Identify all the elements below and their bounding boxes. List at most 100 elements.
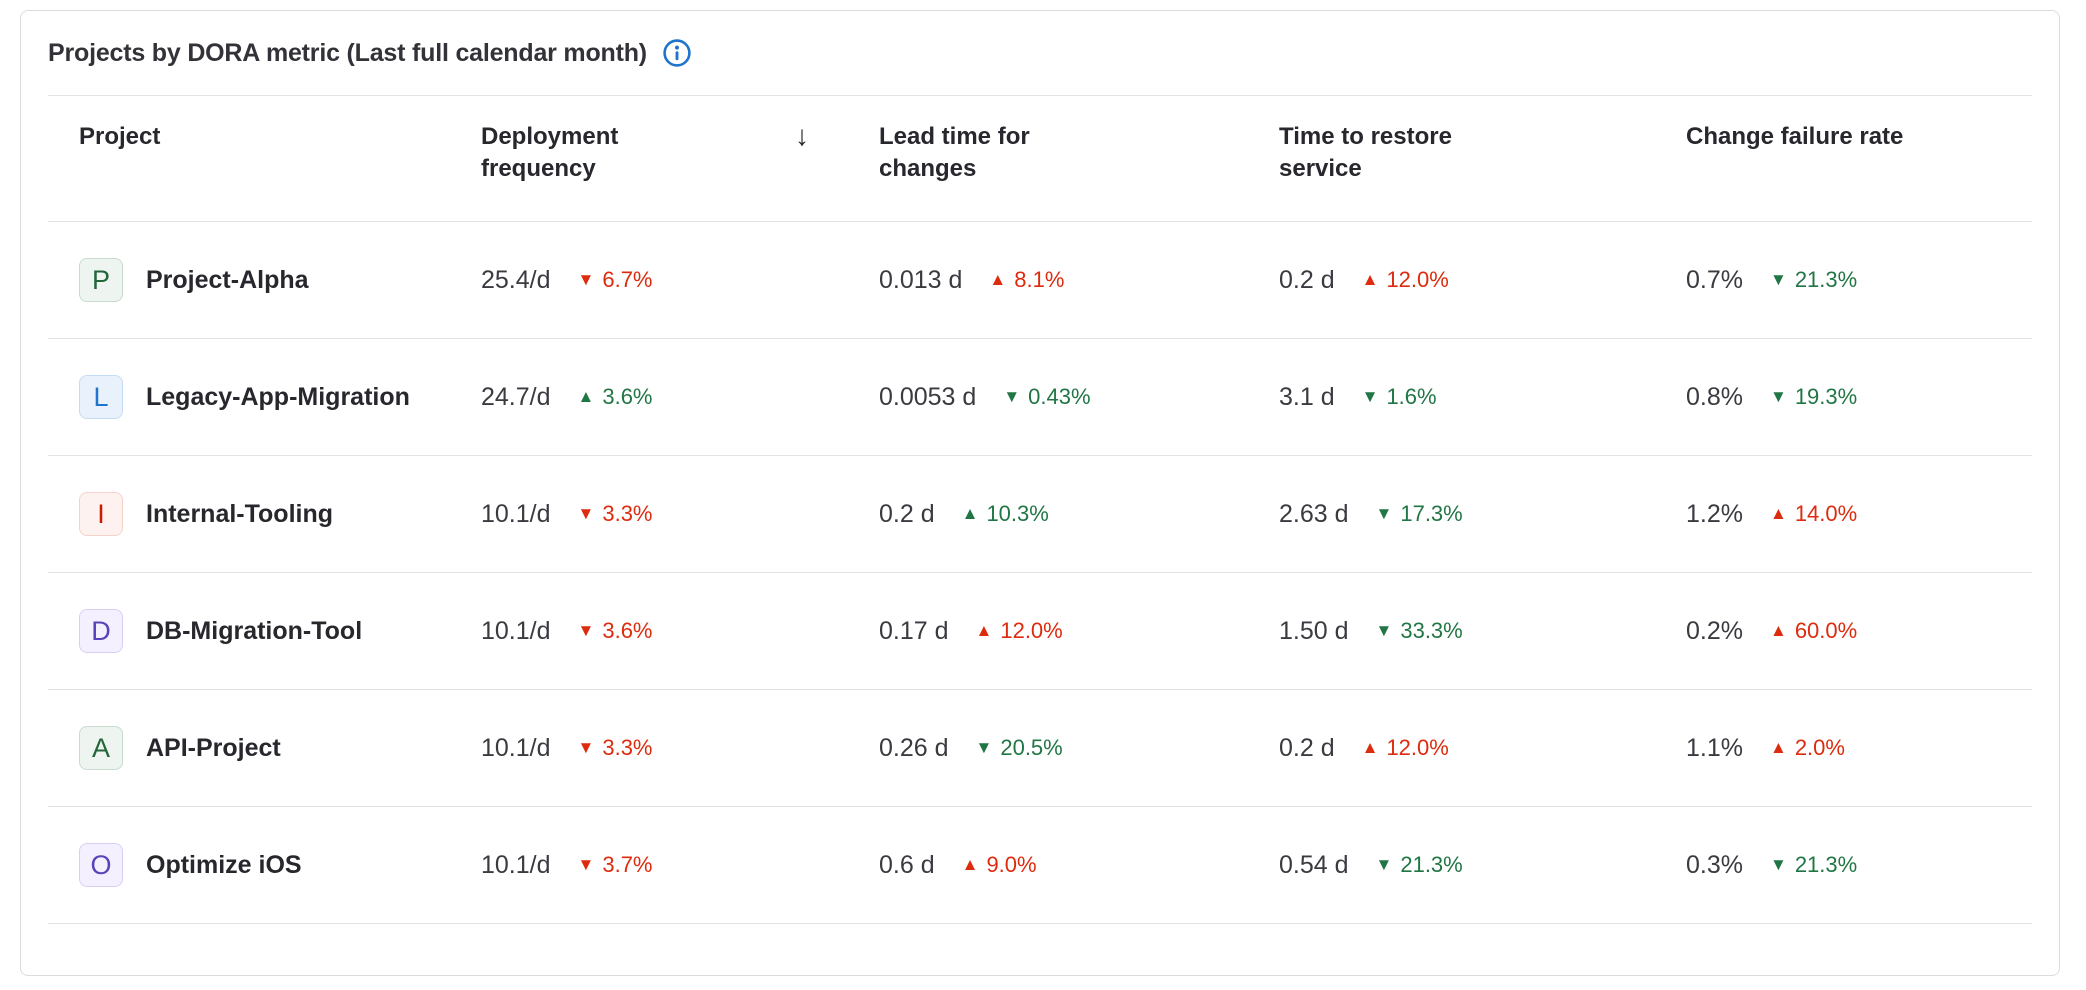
trend-percentage: 12.0% [1386, 735, 1449, 760]
table-row: O Optimize iOS 10.1/d ▼ 3.7% 0.6 d ▲ 9.0… [48, 807, 2032, 924]
metric-value: 0.17 d [879, 616, 949, 645]
card-title: Projects by DORA metric (Last full calen… [48, 38, 647, 67]
dora-metrics-card: Projects by DORA metric (Last full calen… [20, 10, 2060, 976]
metric-cell: 10.1/d ▼ 3.6% [481, 617, 879, 646]
trend-arrow-icon: ▼ [1375, 854, 1393, 874]
metric-cell: 1.2% ▲ 14.0% [1686, 500, 2032, 529]
trend-percentage: 21.3% [1794, 852, 1858, 877]
trend-arrow-icon: ▼ [577, 503, 595, 523]
column-header-label: Time to restore service [1279, 123, 1452, 182]
trend-indicator: ▼ 21.3% [1376, 852, 1463, 878]
trend-indicator: ▲ 12.0% [976, 618, 1063, 644]
metric-value: 0.2 d [1279, 265, 1335, 294]
trend-arrow-icon: ▼ [1003, 386, 1021, 406]
trend-arrow-icon: ▼ [1375, 503, 1393, 523]
trend-percentage: 3.6% [602, 618, 653, 643]
trend-indicator: ▲ 3.6% [578, 384, 653, 410]
column-header-label: Project [79, 123, 161, 150]
trend-indicator: ▼ 3.6% [578, 618, 653, 644]
trend-percentage: 12.0% [1000, 618, 1063, 643]
table-row: P Project-Alpha 25.4/d ▼ 6.7% 0.013 d ▲ … [48, 222, 2032, 339]
metric-value: 0.54 d [1279, 850, 1349, 879]
trend-percentage: 9.0% [986, 852, 1037, 877]
trend-arrow-icon: ▲ [1361, 269, 1379, 289]
header-divider [48, 95, 2032, 96]
trend-percentage: 0.43% [1028, 384, 1091, 409]
trend-indicator: ▲ 12.0% [1362, 267, 1449, 293]
project-name-link[interactable]: Optimize iOS [146, 850, 302, 879]
project-avatar: A [79, 726, 123, 770]
table-body: P Project-Alpha 25.4/d ▼ 6.7% 0.013 d ▲ … [48, 222, 2032, 924]
info-circle-icon[interactable] [662, 38, 692, 68]
metric-value: 0.8% [1686, 382, 1743, 411]
column-header-label: Change failure rate [1686, 123, 1904, 150]
project-cell: A API-Project [79, 726, 481, 770]
trend-indicator: ▲ 9.0% [962, 852, 1037, 878]
metric-cell: 0.17 d ▲ 12.0% [879, 617, 1279, 646]
trend-indicator: ▼ 19.3% [1770, 384, 1857, 410]
trend-arrow-icon: ▲ [961, 854, 979, 874]
metric-cell: 3.1 d ▼ 1.6% [1279, 383, 1686, 412]
project-name-link[interactable]: DB-Migration-Tool [146, 616, 363, 645]
trend-indicator: ▼ 1.6% [1362, 384, 1437, 410]
metric-cell: 0.2 d ▲ 10.3% [879, 500, 1279, 529]
metric-value: 1.1% [1686, 733, 1743, 762]
trend-percentage: 6.7% [602, 267, 653, 292]
metric-cell: 0.013 d ▲ 8.1% [879, 266, 1279, 295]
table-row: I Internal-Tooling 10.1/d ▼ 3.3% 0.2 d ▲… [48, 456, 2032, 573]
metric-cell: 0.8% ▼ 19.3% [1686, 383, 2032, 412]
column-header[interactable]: Project [79, 121, 481, 221]
column-header-label: Lead time for changes [879, 123, 1030, 182]
trend-percentage: 3.6% [602, 384, 653, 409]
project-name-link[interactable]: Legacy-App-Migration [146, 382, 410, 411]
trend-percentage: 14.0% [1794, 501, 1858, 526]
metric-value: 0.2 d [879, 499, 935, 528]
project-avatar: L [79, 375, 123, 419]
trend-arrow-icon: ▼ [975, 737, 993, 757]
metric-value: 25.4/d [481, 265, 551, 294]
trend-percentage: 17.3% [1400, 501, 1463, 526]
trend-indicator: ▲ 12.0% [1362, 735, 1449, 761]
table-row: D DB-Migration-Tool 10.1/d ▼ 3.6% 0.17 d… [48, 573, 2032, 690]
arrow-down-sort-icon[interactable]: ↓ [795, 120, 809, 151]
metric-value: 10.1/d [481, 733, 551, 762]
project-name-link[interactable]: Internal-Tooling [146, 499, 334, 528]
trend-indicator: ▼ 20.5% [976, 735, 1063, 761]
trend-arrow-icon: ▲ [1769, 737, 1787, 757]
metric-cell: 0.2 d ▲ 12.0% [1279, 734, 1686, 763]
metric-value: 0.2 d [1279, 733, 1335, 762]
column-header[interactable]: Deployment frequency ↓ [481, 120, 879, 221]
trend-arrow-icon: ▲ [975, 620, 993, 640]
metric-value: 24.7/d [481, 382, 551, 411]
column-header[interactable]: Lead time for changes [879, 121, 1279, 221]
trend-indicator: ▼ 3.3% [578, 735, 653, 761]
trend-indicator: ▼ 21.3% [1770, 267, 1857, 293]
metric-cell: 0.54 d ▼ 21.3% [1279, 851, 1686, 880]
metric-value: 0.6 d [879, 850, 935, 879]
project-name-link[interactable]: API-Project [146, 733, 281, 762]
project-cell: L Legacy-App-Migration [79, 375, 481, 419]
trend-arrow-icon: ▲ [1361, 737, 1379, 757]
metric-cell: 24.7/d ▲ 3.6% [481, 383, 879, 412]
project-name-link[interactable]: Project-Alpha [146, 265, 309, 294]
trend-percentage: 3.7% [602, 852, 653, 877]
metric-cell: 0.6 d ▲ 9.0% [879, 851, 1279, 880]
trend-percentage: 8.1% [1014, 267, 1065, 292]
trend-percentage: 2.0% [1794, 735, 1845, 760]
metric-value: 0.7% [1686, 265, 1743, 294]
project-avatar: O [79, 843, 123, 887]
trend-indicator: ▲ 60.0% [1770, 618, 1857, 644]
column-header[interactable]: Time to restore service [1279, 121, 1686, 221]
trend-indicator: ▼ 3.7% [578, 852, 653, 878]
metric-value: 1.50 d [1279, 616, 1349, 645]
project-avatar: I [79, 492, 123, 536]
metric-value: 1.2% [1686, 499, 1743, 528]
metric-value: 10.1/d [481, 850, 551, 879]
trend-indicator: ▼ 33.3% [1376, 618, 1463, 644]
metric-value: 0.26 d [879, 733, 949, 762]
trend-indicator: ▼ 6.7% [578, 267, 653, 293]
column-header[interactable]: Change failure rate [1686, 121, 2032, 221]
trend-arrow-icon: ▼ [577, 269, 595, 289]
metric-cell: 0.26 d ▼ 20.5% [879, 734, 1279, 763]
metric-cell: 25.4/d ▼ 6.7% [481, 266, 879, 295]
